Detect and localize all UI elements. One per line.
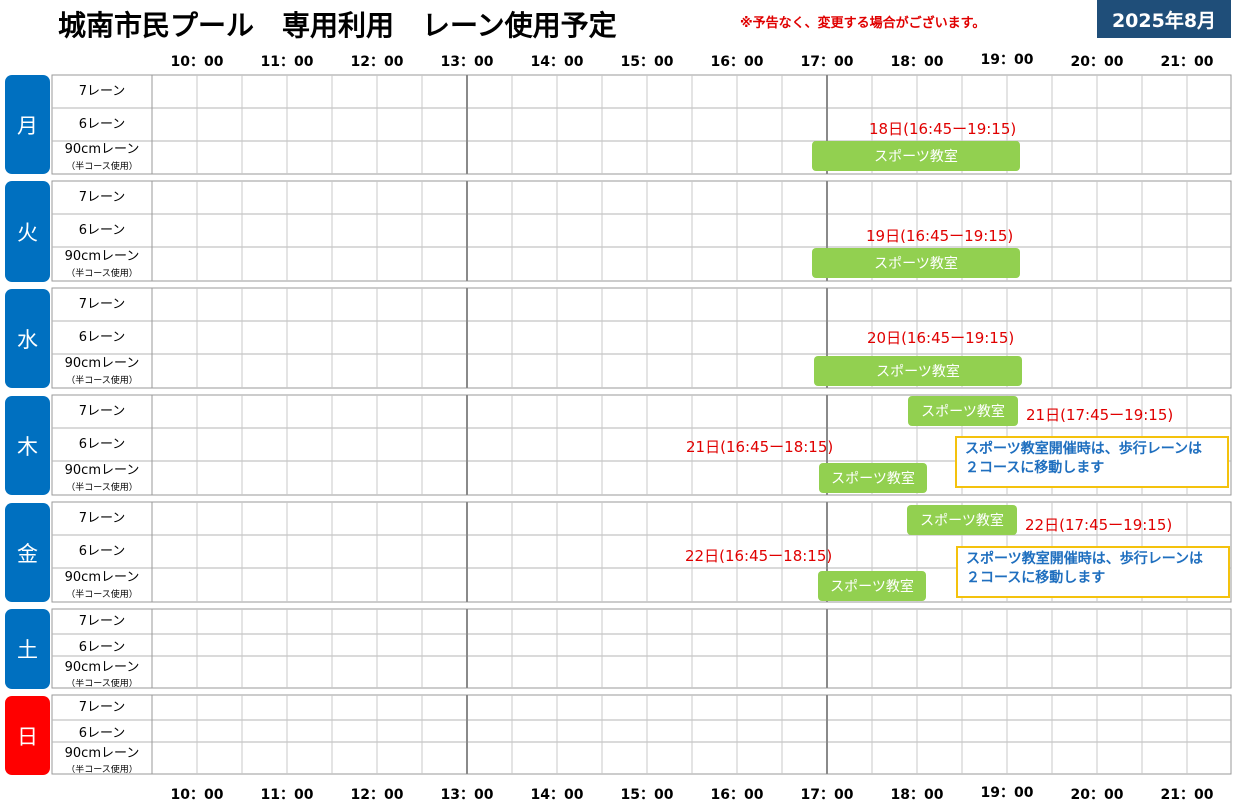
- day-tab-thursday: 木: [5, 396, 50, 495]
- page-title: 城南市民プール 専用利用 レーン使用予定: [58, 9, 617, 42]
- lane-label-90cm-sub: （半コース使用）: [66, 269, 138, 279]
- lane-label-6: 6レーン: [78, 330, 126, 345]
- time-label: 10：00: [170, 787, 224, 803]
- schedule-note-thursday-lane90: 21日(16:45ー18:15): [686, 438, 834, 456]
- time-label: 17：00: [800, 54, 854, 70]
- time-label: 10：00: [170, 54, 224, 70]
- schedule-note-wednesday: 20日(16:45ー19:15): [867, 329, 1015, 347]
- time-label: 19：00: [980, 52, 1034, 68]
- walking-lane-notice: スポーツ教室開催時は、歩行レーンは ２コースに移動します: [956, 546, 1230, 598]
- lane-label-6: 6レーン: [78, 640, 126, 655]
- day-tab-sunday: 日: [5, 696, 50, 775]
- time-label: 21：00: [1160, 54, 1214, 70]
- day-tab-friday: 金: [5, 503, 50, 602]
- time-label: 15：00: [620, 54, 674, 70]
- sports-class-bar: スポーツ教室: [819, 463, 927, 493]
- schedule-note-friday-lane7: 22日(17:45ー19:15): [1025, 516, 1173, 534]
- change-notice: ※予告なく、変更する場合がございます。: [740, 16, 986, 31]
- schedule-note-thursday-lane7: 21日(17:45ー19:15): [1026, 406, 1174, 424]
- time-label: 11：00: [260, 787, 314, 803]
- time-label: 20：00: [1070, 787, 1124, 803]
- time-label: 20：00: [1070, 54, 1124, 70]
- lane-label-90cm: 90cmレーン: [64, 142, 140, 157]
- time-label: 16：00: [710, 787, 764, 803]
- sports-class-bar: スポーツ教室: [814, 356, 1022, 386]
- lane-label-6: 6レーン: [78, 544, 126, 559]
- sports-class-bar: スポーツ教室: [908, 396, 1018, 426]
- lane-label-7: 7レーン: [78, 700, 126, 715]
- notice-line: ２コースに移動します: [966, 570, 1106, 586]
- sports-class-bar: スポーツ教室: [818, 571, 926, 601]
- lane-label-90cm: 90cmレーン: [64, 746, 140, 761]
- lane-label-90cm-sub: （半コース使用）: [66, 679, 138, 687]
- time-label: 17：00: [800, 787, 854, 803]
- lane-label-90cm-sub: （半コース使用）: [66, 162, 138, 172]
- lane-label-6: 6レーン: [78, 726, 126, 741]
- notice-line: スポーツ教室開催時は、歩行レーンは: [966, 551, 1204, 567]
- lane-label-90cm: 90cmレーン: [64, 570, 140, 585]
- lane-label-7: 7レーン: [78, 297, 126, 312]
- lane-label-6: 6レーン: [78, 223, 126, 238]
- day-block-border: [51, 694, 1232, 775]
- day-tab-saturday: 土: [5, 609, 50, 689]
- lane-label-90cm-sub: （半コース使用）: [66, 765, 138, 773]
- sports-class-bar: スポーツ教室: [907, 505, 1017, 535]
- day-block-border: [51, 608, 1232, 689]
- lane-label-7: 7レーン: [78, 190, 126, 205]
- walking-lane-notice: スポーツ教室開催時は、歩行レーンは ２コースに移動します: [955, 436, 1229, 488]
- time-label: 12：00: [350, 54, 404, 70]
- lane-label-90cm-sub: （半コース使用）: [66, 376, 138, 386]
- lane-label-90cm: 90cmレーン: [64, 249, 140, 264]
- lane-label-90cm-sub: （半コース使用）: [66, 483, 138, 493]
- time-label: 18：00: [890, 787, 944, 803]
- time-label: 13：00: [440, 787, 494, 803]
- time-label: 15：00: [620, 787, 674, 803]
- time-label: 18：00: [890, 54, 944, 70]
- lane-label-7: 7レーン: [78, 614, 126, 629]
- lane-label-6: 6レーン: [78, 437, 126, 452]
- month-badge: 2025年8月: [1097, 0, 1231, 38]
- notice-line: ２コースに移動します: [965, 460, 1105, 476]
- time-label: 14：00: [530, 54, 584, 70]
- time-label: 14：00: [530, 787, 584, 803]
- day-block-border: [51, 287, 1232, 389]
- sports-class-bar: スポーツ教室: [812, 248, 1020, 278]
- day-block-border: [51, 74, 1232, 175]
- time-label: 12：00: [350, 787, 404, 803]
- time-label: 16：00: [710, 54, 764, 70]
- lane-label-7: 7レーン: [78, 84, 126, 99]
- lane-label-90cm-sub: （半コース使用）: [66, 590, 138, 600]
- time-label: 11：00: [260, 54, 314, 70]
- day-block-border: [51, 180, 1232, 282]
- time-label: 21：00: [1160, 787, 1214, 803]
- day-block-border: [51, 394, 1232, 496]
- day-block-border: [51, 501, 1232, 603]
- lane-label-90cm: 90cmレーン: [64, 463, 140, 478]
- lane-label-6: 6レーン: [78, 117, 126, 132]
- sports-class-bar: スポーツ教室: [812, 141, 1020, 171]
- lane-label-90cm: 90cmレーン: [64, 356, 140, 371]
- day-tab-monday: 月: [5, 75, 50, 174]
- day-tab-wednesday: 水: [5, 289, 50, 388]
- lane-label-7: 7レーン: [78, 404, 126, 419]
- notice-line: スポーツ教室開催時は、歩行レーンは: [965, 441, 1203, 457]
- day-tab-tuesday: 火: [5, 181, 50, 282]
- schedule-note-friday-lane90: 22日(16:45ー18:15): [685, 547, 833, 565]
- schedule-note-monday: 18日(16:45ー19:15): [869, 120, 1017, 138]
- time-label: 19：00: [980, 785, 1034, 801]
- time-label: 13：00: [440, 54, 494, 70]
- lane-label-90cm: 90cmレーン: [64, 660, 140, 675]
- schedule-note-tuesday: 19日(16:45ー19:15): [866, 227, 1014, 245]
- lane-label-7: 7レーン: [78, 511, 126, 526]
